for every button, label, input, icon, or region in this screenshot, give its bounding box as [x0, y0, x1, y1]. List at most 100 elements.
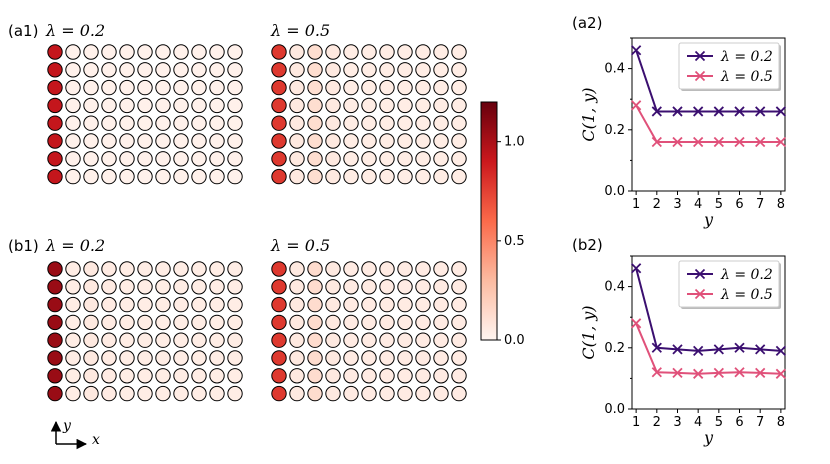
lattice-site	[289, 279, 305, 295]
lattice-site	[361, 133, 377, 149]
lattice-site	[379, 97, 395, 114]
lattice-site	[397, 44, 413, 60]
lattice-site	[173, 133, 189, 149]
lattice-site	[343, 79, 359, 96]
lattice-site	[83, 62, 99, 78]
lattice-site	[307, 350, 323, 366]
lattice-site	[415, 115, 431, 131]
lattice-site	[379, 279, 395, 295]
lattice-site	[289, 62, 305, 78]
lattice-site	[137, 62, 153, 78]
lattice-site	[191, 332, 207, 348]
lattice-site	[65, 133, 81, 149]
data-point	[755, 367, 766, 379]
lattice-site	[415, 350, 431, 366]
lattice-site	[397, 115, 413, 131]
lattice-site	[83, 279, 99, 295]
lattice-site	[65, 151, 81, 167]
lattice-site	[361, 279, 377, 295]
lattice-grid-1	[271, 44, 467, 185]
y-axis-label: C(1, y)	[579, 305, 598, 359]
lattice-site	[397, 385, 413, 402]
lattice-site	[289, 296, 305, 313]
lattice-site	[361, 314, 377, 331]
panel-label-a2: (a2)	[572, 14, 602, 32]
lattice-site	[343, 368, 359, 384]
lattice-site	[379, 115, 395, 131]
lattice-site	[271, 62, 287, 78]
lattice-site	[137, 133, 153, 149]
legend-label: λ = 0.5	[720, 287, 773, 303]
x-tick-label: 3	[673, 415, 681, 430]
data-point	[630, 263, 642, 274]
lattice-site	[83, 44, 99, 60]
lattice-site	[137, 261, 153, 277]
lattice-site	[83, 115, 99, 131]
lattice-site	[379, 368, 395, 384]
lattice-site	[451, 368, 467, 384]
lattice-site	[433, 62, 449, 78]
lattice-site	[119, 79, 135, 96]
lattice-site	[65, 314, 81, 331]
lattice-site	[65, 261, 81, 277]
lattice-site	[361, 332, 377, 348]
lattice-site	[155, 261, 171, 277]
lattice-site	[325, 385, 341, 402]
lattice-site	[397, 133, 413, 149]
lattice-site	[343, 314, 359, 331]
lattice-site	[325, 44, 341, 60]
lattice-site	[415, 62, 431, 78]
lattice-site	[433, 368, 449, 384]
lattice-site	[397, 151, 413, 167]
lattice-site	[325, 350, 341, 366]
lattice-site	[289, 385, 305, 402]
y-axis-label: C(1, y)	[579, 87, 598, 141]
lattice-site	[361, 168, 377, 185]
lattice-site	[227, 296, 243, 313]
panel-label-b1: (b1)	[8, 237, 39, 255]
data-point	[630, 318, 642, 329]
data-point	[672, 367, 683, 379]
lattice-site	[325, 368, 341, 384]
y-tick-label: 0.2	[604, 123, 625, 138]
panel-label-a1: (a1)	[8, 22, 38, 40]
data-point	[693, 106, 704, 117]
legend: λ = 0.2 λ = 0.5	[678, 42, 781, 91]
data-point	[651, 136, 662, 148]
lattice-site	[83, 368, 99, 384]
lattice-site	[271, 151, 287, 167]
lattice-site	[289, 151, 305, 167]
y-direction-label: y	[62, 418, 72, 434]
lattice-site	[307, 79, 323, 96]
lattice-site	[191, 79, 207, 96]
lattice-site	[209, 368, 225, 384]
lattice-site	[307, 151, 323, 167]
x-tick-label: 7	[756, 197, 764, 212]
lattice-site	[101, 261, 117, 277]
lattice-site	[451, 133, 467, 149]
lattice-site	[191, 133, 207, 149]
x-tick-label: 6	[735, 197, 743, 212]
lattice-site	[307, 44, 323, 60]
lattice-site	[83, 151, 99, 167]
grid-b1b-lambda: λ = 0.5	[270, 236, 330, 255]
lattice-site	[209, 314, 225, 331]
lattice-site	[47, 385, 63, 402]
lattice-site	[137, 151, 153, 167]
lattice-site	[191, 115, 207, 131]
lattice-site	[397, 350, 413, 366]
lattice-site	[119, 368, 135, 384]
lattice-site	[47, 168, 63, 185]
lattice-site	[65, 115, 81, 131]
lattice-site	[361, 350, 377, 366]
lattice-site	[83, 261, 99, 277]
lattice-site	[361, 44, 377, 60]
grid-a1b-lambda: λ = 0.5	[270, 21, 330, 40]
lattice-site	[325, 151, 341, 167]
y-tick-label: 0.0	[604, 184, 625, 199]
lattice-site	[415, 279, 431, 295]
lattice-site	[451, 97, 467, 114]
lattice-site	[173, 368, 189, 384]
lattice-site	[155, 385, 171, 402]
lattice-site	[343, 168, 359, 185]
